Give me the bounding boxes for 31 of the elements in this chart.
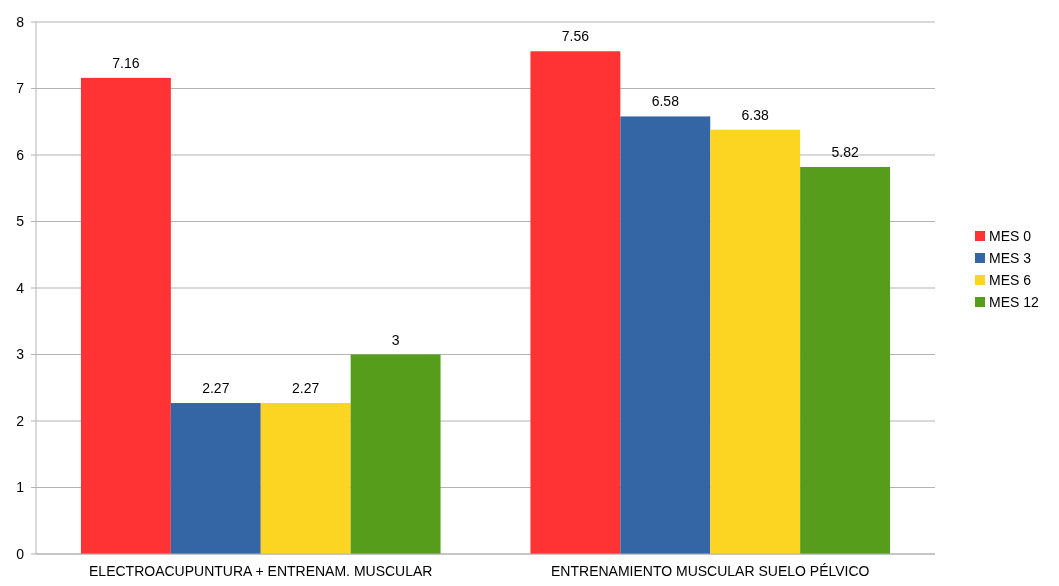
y-tick-label: 6 xyxy=(16,146,25,163)
y-tick-label: 3 xyxy=(16,346,25,363)
y-tick-label: 1 xyxy=(16,479,25,496)
data-label: 6.58 xyxy=(651,93,680,110)
data-label: 7.56 xyxy=(561,28,590,45)
bar xyxy=(620,116,711,554)
data-label: 6.38 xyxy=(741,106,770,123)
y-tick-label: 4 xyxy=(16,279,25,296)
bar xyxy=(170,403,261,554)
legend-label: MES 6 xyxy=(989,271,1032,288)
bar xyxy=(350,354,441,554)
legend-label: MES 12 xyxy=(989,293,1040,310)
data-label: 3 xyxy=(391,331,400,348)
data-label: 7.16 xyxy=(112,54,140,71)
x-tick-label: ELECTROACUPUNTURA + ENTRENAM. MUSCULAR xyxy=(89,563,433,579)
legend-label: MES 0 xyxy=(989,227,1032,244)
data-label: 5.82 xyxy=(831,143,859,160)
y-tick-label: 2 xyxy=(16,412,25,429)
data-label: 2.27 xyxy=(292,380,320,397)
bar xyxy=(710,129,801,554)
bar xyxy=(800,166,891,554)
bar xyxy=(530,51,621,554)
legend-label: MES 3 xyxy=(989,249,1032,266)
y-tick-label: 8 xyxy=(16,13,25,30)
bar xyxy=(80,77,171,554)
y-tick-label: 5 xyxy=(16,213,25,230)
y-tick-label: 0 xyxy=(16,545,25,562)
data-label: 2.27 xyxy=(202,380,230,397)
bar xyxy=(260,403,351,554)
y-tick-label: 7 xyxy=(16,80,25,97)
x-tick-label: ENTRENAMIENTO MUSCULAR SUELO PÉLVICO xyxy=(551,563,870,579)
